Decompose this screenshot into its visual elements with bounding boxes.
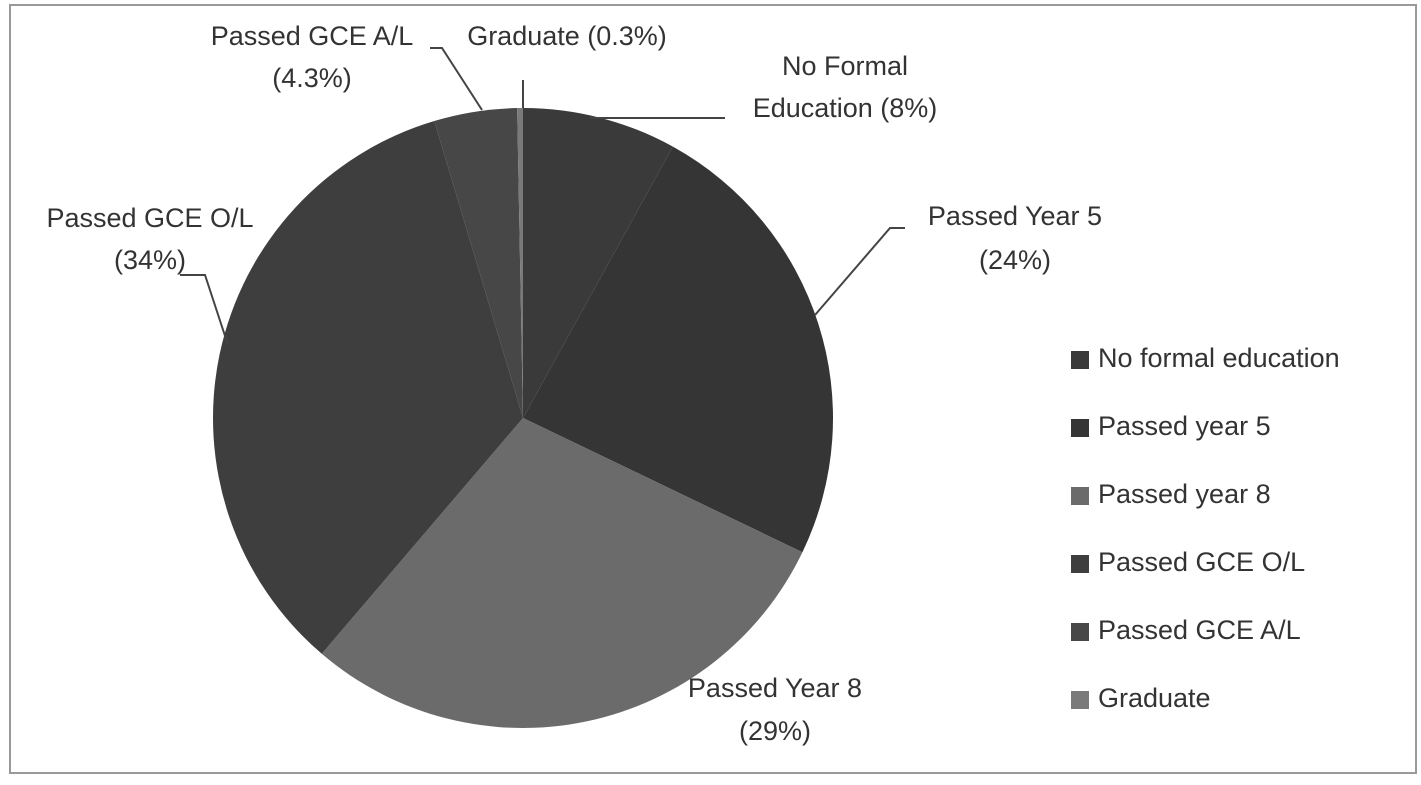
data-label: Passed Year 5 [928, 201, 1102, 231]
legend-marker [1071, 487, 1089, 505]
leader-line [430, 47, 483, 111]
legend-marker [1071, 623, 1089, 641]
pie-slice [523, 146, 833, 553]
pie-slice [523, 108, 673, 418]
legend-label: Passed GCE A/L [1098, 615, 1301, 645]
pie-slice [213, 120, 524, 654]
legend-label: Passed GCE O/L [1098, 547, 1305, 577]
data-label: (29%) [739, 716, 811, 746]
pie-slice [517, 108, 523, 418]
data-label: (34%) [114, 245, 186, 275]
legend-label: Passed year 5 [1098, 411, 1271, 441]
legend-label: Graduate [1098, 683, 1211, 713]
data-label: Passed GCE O/L [46, 203, 253, 233]
legend-label: No formal education [1098, 343, 1340, 373]
data-label: Passed GCE A/L [211, 21, 414, 51]
pie-slice [321, 418, 803, 729]
data-label: Graduate (0.3%) [467, 21, 667, 51]
pie-slice [434, 108, 523, 418]
data-label: Education (8%) [753, 93, 938, 123]
leader-line [180, 274, 229, 346]
legend-marker [1071, 691, 1089, 709]
data-label: No Formal [782, 51, 908, 81]
legend-marker [1071, 555, 1089, 573]
leader-line [814, 227, 905, 316]
legend-marker [1071, 351, 1089, 369]
data-label: Passed Year 8 [688, 673, 862, 703]
legend-label: Passed year 8 [1098, 479, 1271, 509]
data-label: (24%) [979, 245, 1051, 275]
legend-marker [1071, 419, 1089, 437]
data-label: (4.3%) [272, 63, 352, 93]
